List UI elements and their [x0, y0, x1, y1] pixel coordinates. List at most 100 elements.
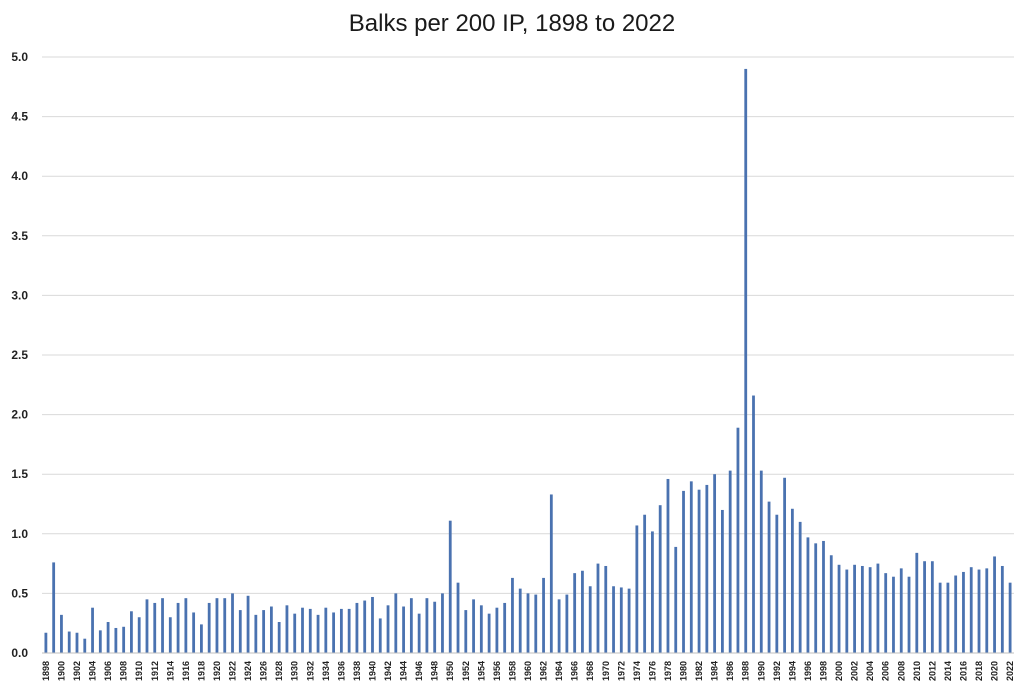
bar-2013	[938, 582, 942, 653]
bar-1986	[728, 470, 732, 653]
x-tick-label: 1956	[492, 661, 502, 681]
bar-1974	[635, 525, 639, 653]
bar-1939	[363, 600, 367, 653]
bar-1945	[409, 598, 413, 653]
bar-1916	[184, 598, 188, 653]
bar-1908	[122, 626, 126, 653]
x-tick-label: 1918	[196, 661, 206, 681]
bar-1911	[145, 599, 149, 653]
bar-1972	[619, 587, 623, 653]
x-tick-label: 1982	[694, 661, 704, 681]
bar-1980	[682, 490, 685, 653]
bar-1971	[612, 586, 615, 653]
x-tick-label: 1992	[772, 661, 782, 681]
bar-2001	[845, 569, 849, 653]
x-tick-label: 1990	[756, 661, 766, 681]
x-tick-label: 1972	[616, 661, 626, 681]
bar-1941	[378, 618, 382, 653]
x-tick-label: 1964	[554, 661, 564, 681]
x-tick-label: 2010	[912, 661, 922, 681]
bar-2014	[946, 582, 950, 653]
bar-1915	[176, 602, 180, 653]
bar-1899	[52, 562, 56, 653]
bar-1914	[168, 617, 172, 653]
bar-2007	[892, 576, 895, 653]
bar-1903	[83, 638, 87, 653]
x-tick-label: 1996	[803, 661, 813, 681]
bar-2008	[899, 568, 903, 653]
bar-1949	[441, 593, 444, 653]
x-tick-label: 1958	[507, 661, 517, 681]
bar-1922	[231, 593, 234, 653]
bar-1953	[472, 599, 475, 653]
bar-1936	[339, 608, 343, 653]
x-tick-label: 1978	[663, 661, 673, 681]
bar-1905	[98, 630, 102, 653]
bar-1933	[316, 614, 320, 653]
bar-1966	[573, 573, 577, 653]
bar-1937	[347, 608, 351, 653]
y-tick-label: 0.0	[11, 646, 28, 660]
bar-1989	[752, 395, 755, 653]
bar-2009	[907, 576, 911, 653]
x-tick-label: 1932	[305, 661, 315, 681]
x-tick-label: 1952	[461, 661, 471, 681]
bar-1900	[60, 614, 63, 653]
x-tick-label: 1988	[741, 661, 751, 681]
bar-1904	[91, 607, 94, 653]
bar-1978	[666, 478, 670, 653]
bar-1912	[153, 602, 157, 653]
x-tick-label: 1986	[725, 661, 735, 681]
x-tick-label: 1954	[476, 661, 486, 681]
bar-1991	[767, 501, 771, 653]
bar-1955	[487, 613, 491, 653]
bar-1927	[269, 606, 273, 653]
bar-1990	[759, 470, 763, 653]
bar-1902	[75, 632, 79, 653]
bar-1906	[106, 622, 110, 653]
bar-2006	[884, 573, 888, 653]
bar-1963	[549, 494, 553, 653]
y-tick-label: 1.5	[11, 467, 28, 481]
bar-1925	[254, 614, 258, 653]
bar-1946	[417, 613, 421, 653]
x-tick-label: 1912	[150, 661, 160, 681]
bar-1934	[324, 607, 328, 653]
y-tick-label: 0.5	[11, 586, 28, 600]
bar-1910	[137, 617, 141, 653]
x-tick-label: 1974	[632, 661, 642, 681]
bar-1976	[651, 531, 654, 653]
y-tick-label: 1.0	[11, 527, 28, 541]
x-tick-label: 1970	[601, 661, 611, 681]
bar-1973	[627, 588, 631, 653]
bar-2021	[1000, 565, 1004, 653]
bar-1995	[798, 521, 802, 653]
bar-2004	[868, 567, 872, 653]
x-tick-label: 1962	[539, 661, 549, 681]
bar-1994	[790, 508, 794, 653]
bar-1942	[386, 605, 390, 653]
bar-2018	[977, 569, 981, 653]
x-tick-label: 2000	[834, 661, 844, 681]
x-tick-label: 1902	[72, 661, 82, 681]
x-tick-label: 2016	[958, 661, 968, 681]
bar-2005	[876, 563, 880, 653]
bar-1948	[433, 601, 437, 653]
bar-1977	[658, 505, 662, 653]
x-tick-label: 2012	[927, 661, 937, 681]
bar-1926	[262, 610, 266, 653]
x-tick-label: 1898	[41, 661, 51, 681]
bar-1957	[503, 602, 507, 653]
x-tick-label: 1960	[523, 661, 533, 681]
x-tick-label: 1930	[290, 661, 300, 681]
x-tick-label: 1984	[710, 661, 720, 681]
x-tick-label: 1908	[119, 661, 129, 681]
bar-1981	[689, 481, 693, 653]
y-tick-label: 3.0	[11, 288, 28, 302]
bar-2011	[923, 561, 926, 653]
bar-2017	[969, 567, 973, 653]
bar-1919	[207, 602, 211, 653]
y-tick-label: 4.5	[11, 110, 28, 124]
x-tick-label: 1944	[399, 661, 409, 681]
